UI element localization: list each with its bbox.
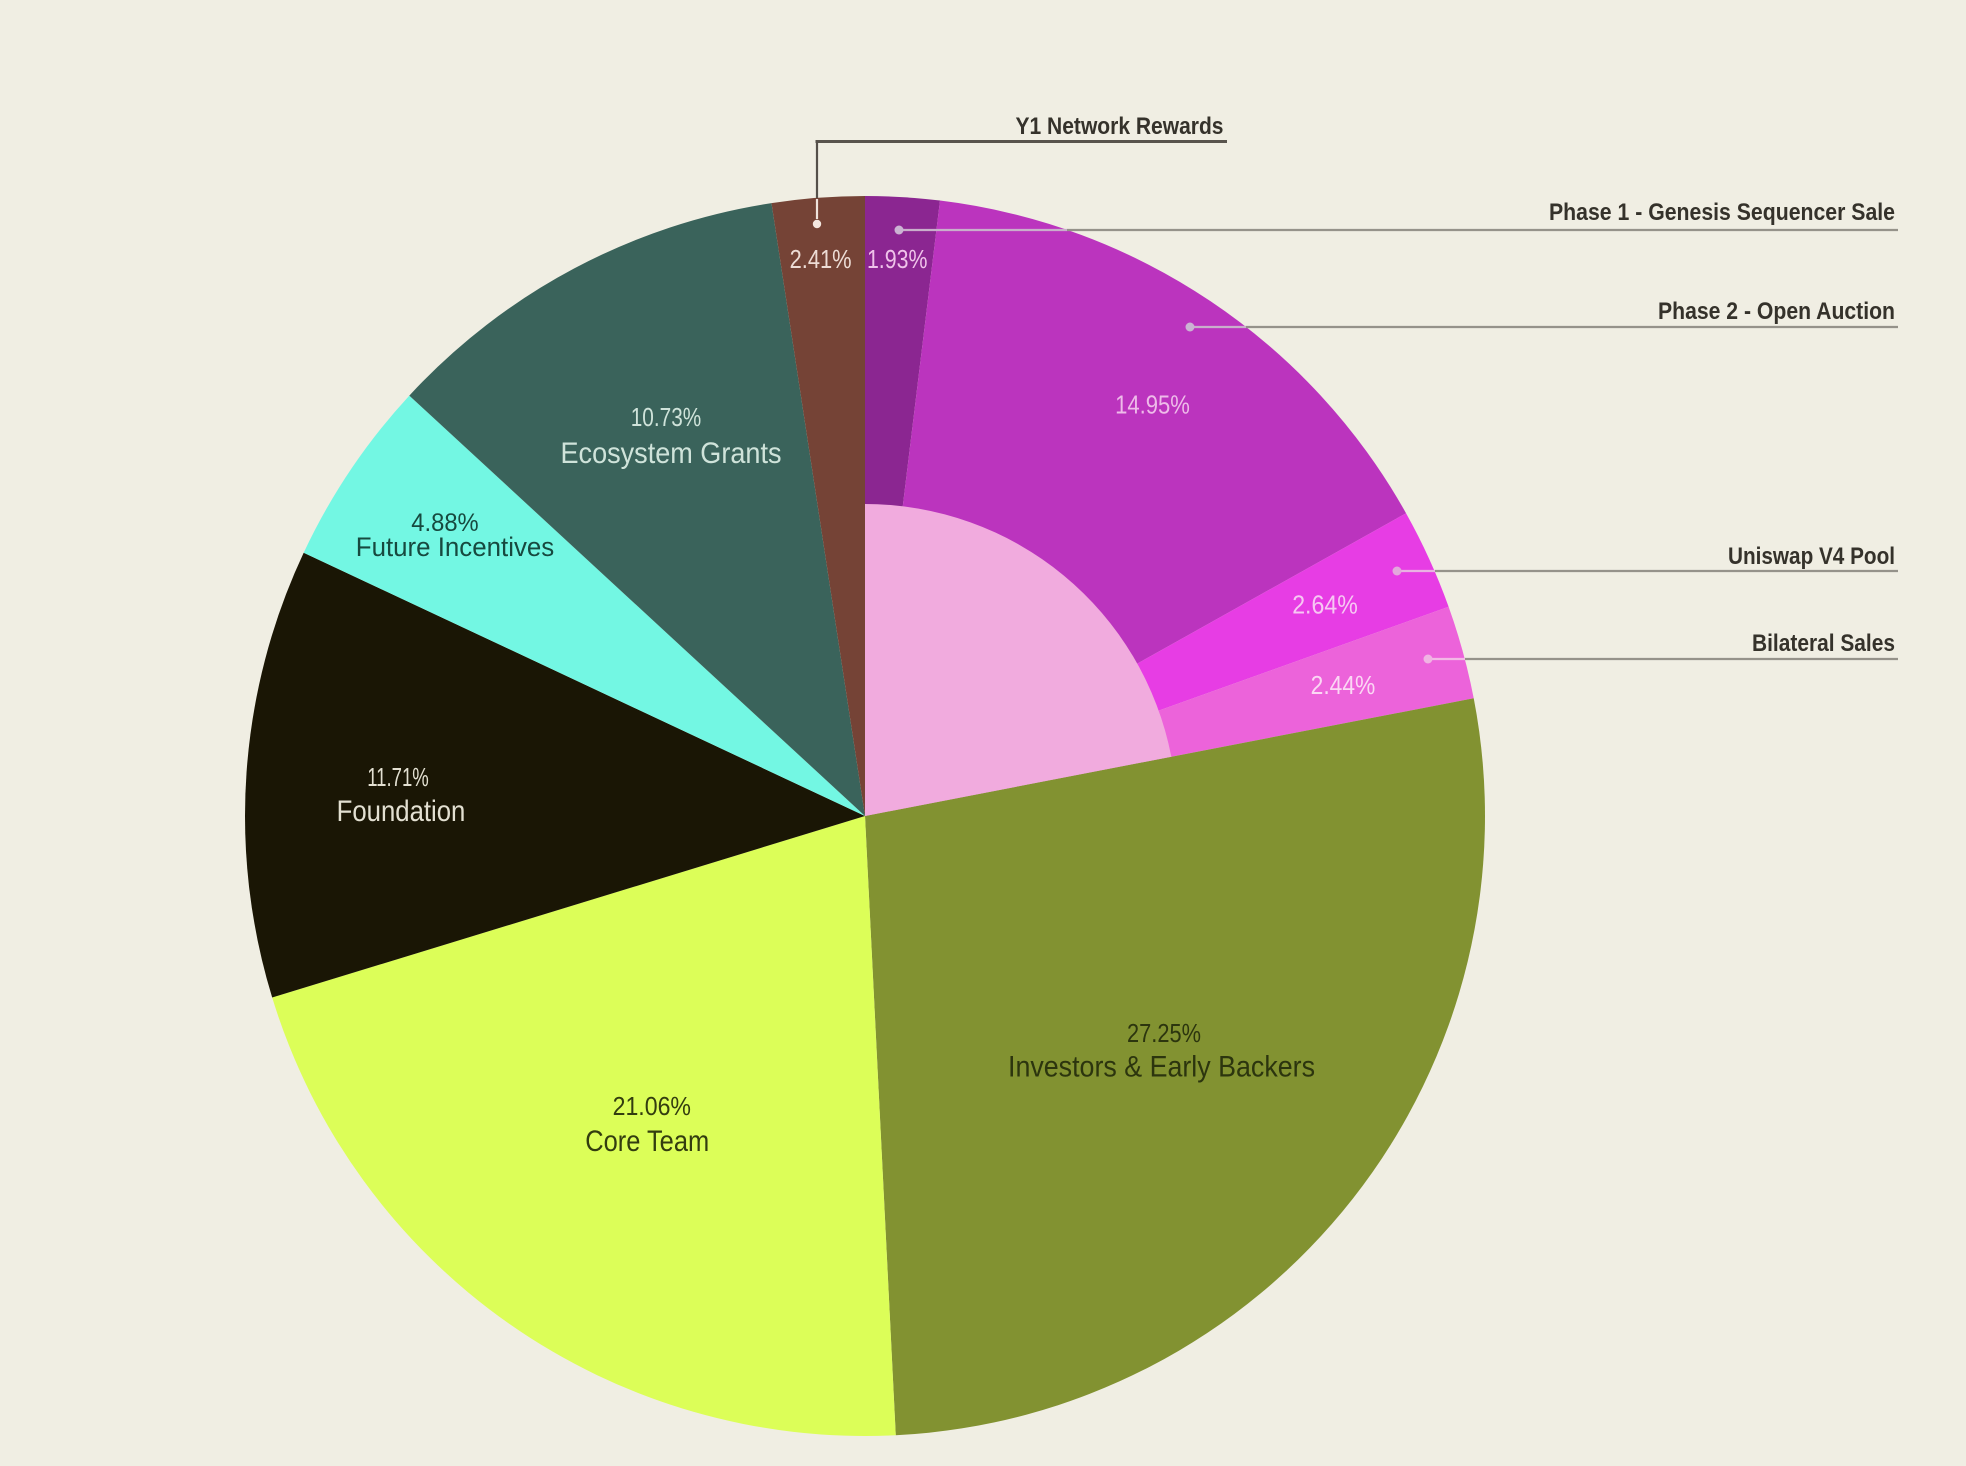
svg-text:2.64%: 2.64% [1292,590,1358,620]
svg-text:2.41%: 2.41% [790,244,852,274]
svg-text:Future Incentives: Future Incentives [356,532,554,562]
svg-text:4.88%: 4.88% [411,509,478,537]
svg-text:10.73%: 10.73% [631,402,702,432]
svg-text:Ecosystem Grants: Ecosystem Grants [561,437,782,470]
svg-text:Phase 2 - Open Auction: Phase 2 - Open Auction [1658,298,1895,325]
svg-text:11.71%: 11.71% [367,762,429,792]
svg-text:Bilateral Sales: Bilateral Sales [1752,630,1895,657]
svg-text:21.06%: 21.06% [613,1091,691,1121]
svg-text:Phase 1 - Genesis Sequencer Sa: Phase 1 - Genesis Sequencer Sale [1549,199,1895,226]
svg-text:Foundation: Foundation [337,795,466,828]
svg-text:Uniswap V4 Pool: Uniswap V4 Pool [1728,543,1895,570]
svg-text:Core Team: Core Team [585,1125,709,1158]
svg-text:Y1 Network Rewards: Y1 Network Rewards [1016,113,1224,140]
svg-text:2.44%: 2.44% [1311,670,1376,700]
svg-text:Investors & Early Backers: Investors & Early Backers [1008,1051,1315,1084]
svg-text:1.93%: 1.93% [867,244,928,274]
svg-text:14.95%: 14.95% [1115,390,1190,420]
svg-text:27.25%: 27.25% [1127,1018,1201,1048]
